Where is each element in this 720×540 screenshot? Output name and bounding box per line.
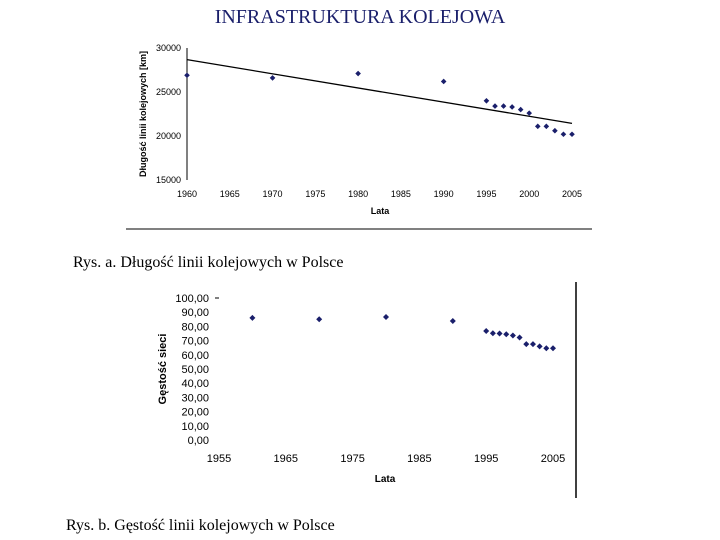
chart-b-x-tick-label: 1975 [340,453,364,465]
chart-a-data-point [560,131,567,138]
chart-b-x-tick-label: 1985 [407,453,431,465]
chart-a-x-tick-label: 2005 [562,189,582,199]
chart-a-trendline [186,58,573,125]
chart-a-data-point [517,106,524,113]
chart-b-x-tick-label: 1955 [207,453,231,465]
chart-b-data-point [496,330,503,337]
chart-b-data-point [449,318,456,325]
chart-a-data-point [526,110,533,116]
chart-b-y-tick-label: 60,00 [181,350,209,362]
chart-a-x-tick-label: 1975 [305,189,325,199]
chart-a-data-point [492,103,498,109]
chart-a-x-tick-label: 1995 [476,189,496,199]
chart-b-y-tick-label: 100,00 [175,293,209,305]
chart-b-data-point [543,345,550,352]
chart-a-data-point [269,75,276,81]
chart-b-x-tick-label: 1965 [274,453,298,465]
chart-b-y-tick-label: 50,00 [181,364,209,376]
chart-b-data-point [483,327,490,334]
chart-a-data-point [184,72,190,79]
chart-b-y-tick-label: 40,00 [181,378,209,390]
chart-a-x-tick-label: 1965 [220,189,240,199]
chart-b-data-point [383,314,389,321]
chart-a-y-tick-label: 15000 [156,175,181,185]
chart-a-data-point [543,123,550,130]
chart-a-x-axis-label: Lata [371,206,391,216]
chart-b-data-point [523,341,530,348]
chart-a-y-tick-label: 30000 [156,43,181,53]
chart-a-x-tick-label: 2000 [519,189,539,199]
chart-a-data-point [569,131,575,138]
chart-a-x-tick-label: 1980 [348,189,368,199]
chart-b-data-point [529,341,536,348]
chart-a-data-point [534,123,541,130]
caption-b: Rys. b. Gęstość linii kolejowych w Polsc… [66,517,335,534]
chart-b-data-point [509,332,516,339]
chart-b-y-tick-label: 90,00 [181,307,209,319]
chart-b-y-tick-label: 20,00 [181,407,209,419]
chart-a-data-point [509,104,515,110]
chart-a-data-point [483,98,490,104]
chart-b-y-tick-label: 10,00 [181,421,209,433]
chart-a-y-tick-label: 20000 [156,131,181,141]
chart-b-y-axis-label: Gęstość sieci [157,334,169,405]
chart-a-data-point [552,127,558,134]
chart-b-data-point [489,330,496,337]
chart-b-data-point [550,345,556,352]
chart-b-y-tick-label: 0,00 [188,435,209,447]
chart-a-x-tick-label: 1985 [391,189,411,199]
chart-b-x-axis-label: Lata [375,474,396,485]
chart-a-data-point [440,78,447,85]
chart-a-data-point [500,103,507,109]
chart-b-y-tick-label: 80,00 [181,321,209,333]
chart-a-x-tick-label: 1990 [434,189,454,199]
chart-b-data-point [316,316,323,323]
chart-b-x-tick-label: 2005 [541,453,565,465]
chart-a-data-point [355,70,361,77]
chart-b-y-tick-label: 70,00 [181,336,209,348]
chart-a-y-axis-label: Długość linii kolejowych [km] [138,51,148,177]
chart-b-data-point [503,331,510,338]
chart-b-data-point [536,343,543,350]
chart-b-data-point [249,314,256,321]
page-title: INFRASTRUKTURA KOLEJOWA [214,6,506,28]
chart-b-x-tick-label: 1995 [474,453,498,465]
chart-a-x-tick-label: 1960 [177,189,197,199]
chart-b-data-point [516,334,523,341]
chart-b-y-tick-label: 30,00 [181,392,209,404]
chart-a-y-tick-label: 25000 [156,87,181,97]
chart-a-x-tick-label: 1970 [263,189,283,199]
caption-a: Rys. a. Długość linii kolejowych w Polsc… [73,254,344,271]
